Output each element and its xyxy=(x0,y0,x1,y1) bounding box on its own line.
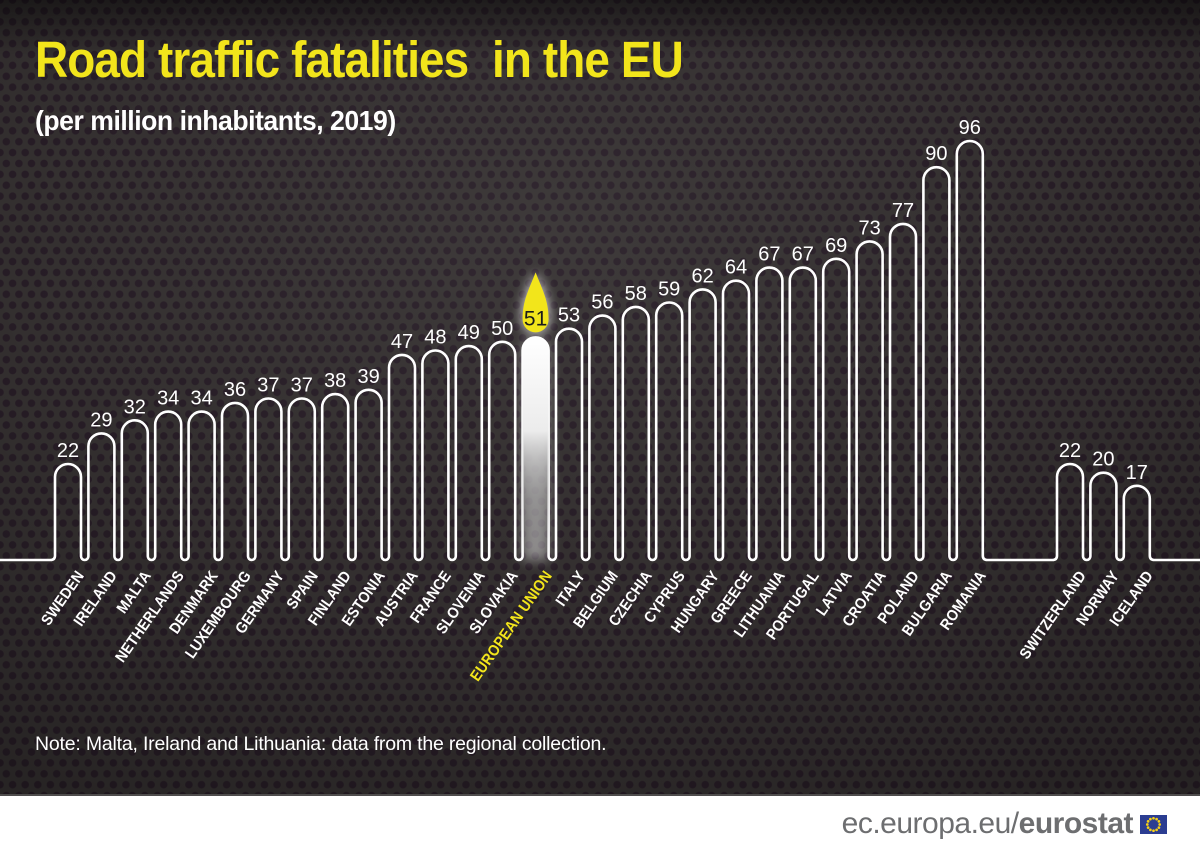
bar-value: 73 xyxy=(858,217,880,239)
page-subtitle: (per million inhabitants, 2019) xyxy=(35,105,396,136)
bar-value: 20 xyxy=(1092,449,1114,471)
bar-value: 53 xyxy=(558,305,580,327)
bar-value: 64 xyxy=(725,257,747,279)
bar-value: 67 xyxy=(758,244,780,266)
bar-value: 34 xyxy=(190,388,212,410)
bar-value: 59 xyxy=(658,279,680,301)
bar-value: 38 xyxy=(324,370,346,392)
bar-value: 36 xyxy=(224,379,246,401)
footer-bar: ec.europa.eu/eurostat xyxy=(0,794,1200,856)
bar-value: 48 xyxy=(424,327,446,349)
bar-value: 69 xyxy=(825,235,847,257)
bar-value: 29 xyxy=(90,409,112,431)
bar-value: 58 xyxy=(625,283,647,305)
bar-value: 39 xyxy=(357,366,379,388)
bar-value: 96 xyxy=(959,117,981,139)
bar-value-highlight: 51 xyxy=(524,307,547,330)
bar-value: 90 xyxy=(925,143,947,165)
bar-value: 77 xyxy=(892,200,914,222)
bar-value: 37 xyxy=(257,375,279,397)
bar-value: 22 xyxy=(1059,440,1081,462)
footer-url-eurostat: eurostat xyxy=(1018,807,1134,840)
bar-value: 37 xyxy=(291,375,313,397)
eu-flame-icon xyxy=(522,272,549,333)
bar-value: 32 xyxy=(124,396,146,418)
bars-outline xyxy=(0,139,1200,562)
footer-brand: ec.europa.eu/eurostat xyxy=(842,807,1167,841)
bar-value: 47 xyxy=(391,331,413,353)
bar-value: 17 xyxy=(1126,462,1148,484)
eu-flag-stars xyxy=(1145,816,1162,832)
bar-value: 34 xyxy=(157,388,179,410)
bar-value: 49 xyxy=(458,322,480,344)
footnote: Note: Malta, Ireland and Lithuania: data… xyxy=(35,733,607,755)
eu-candle xyxy=(522,337,549,560)
footer-url-prefix: ec.europa.eu/ xyxy=(841,807,1019,840)
page-title: Road traffic fatalities in the EU xyxy=(35,31,684,88)
bar-value: 56 xyxy=(591,292,613,314)
bar-value: 22 xyxy=(57,440,79,462)
bar-value: 62 xyxy=(691,265,713,287)
bar-value: 67 xyxy=(792,244,814,266)
bar-value: 50 xyxy=(491,318,513,340)
eu-flag-icon xyxy=(1140,814,1167,834)
